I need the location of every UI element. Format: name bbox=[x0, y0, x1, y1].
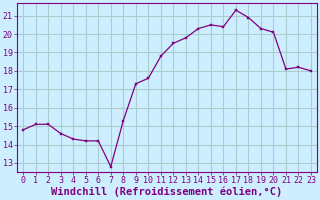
X-axis label: Windchill (Refroidissement éolien,°C): Windchill (Refroidissement éolien,°C) bbox=[52, 187, 283, 197]
